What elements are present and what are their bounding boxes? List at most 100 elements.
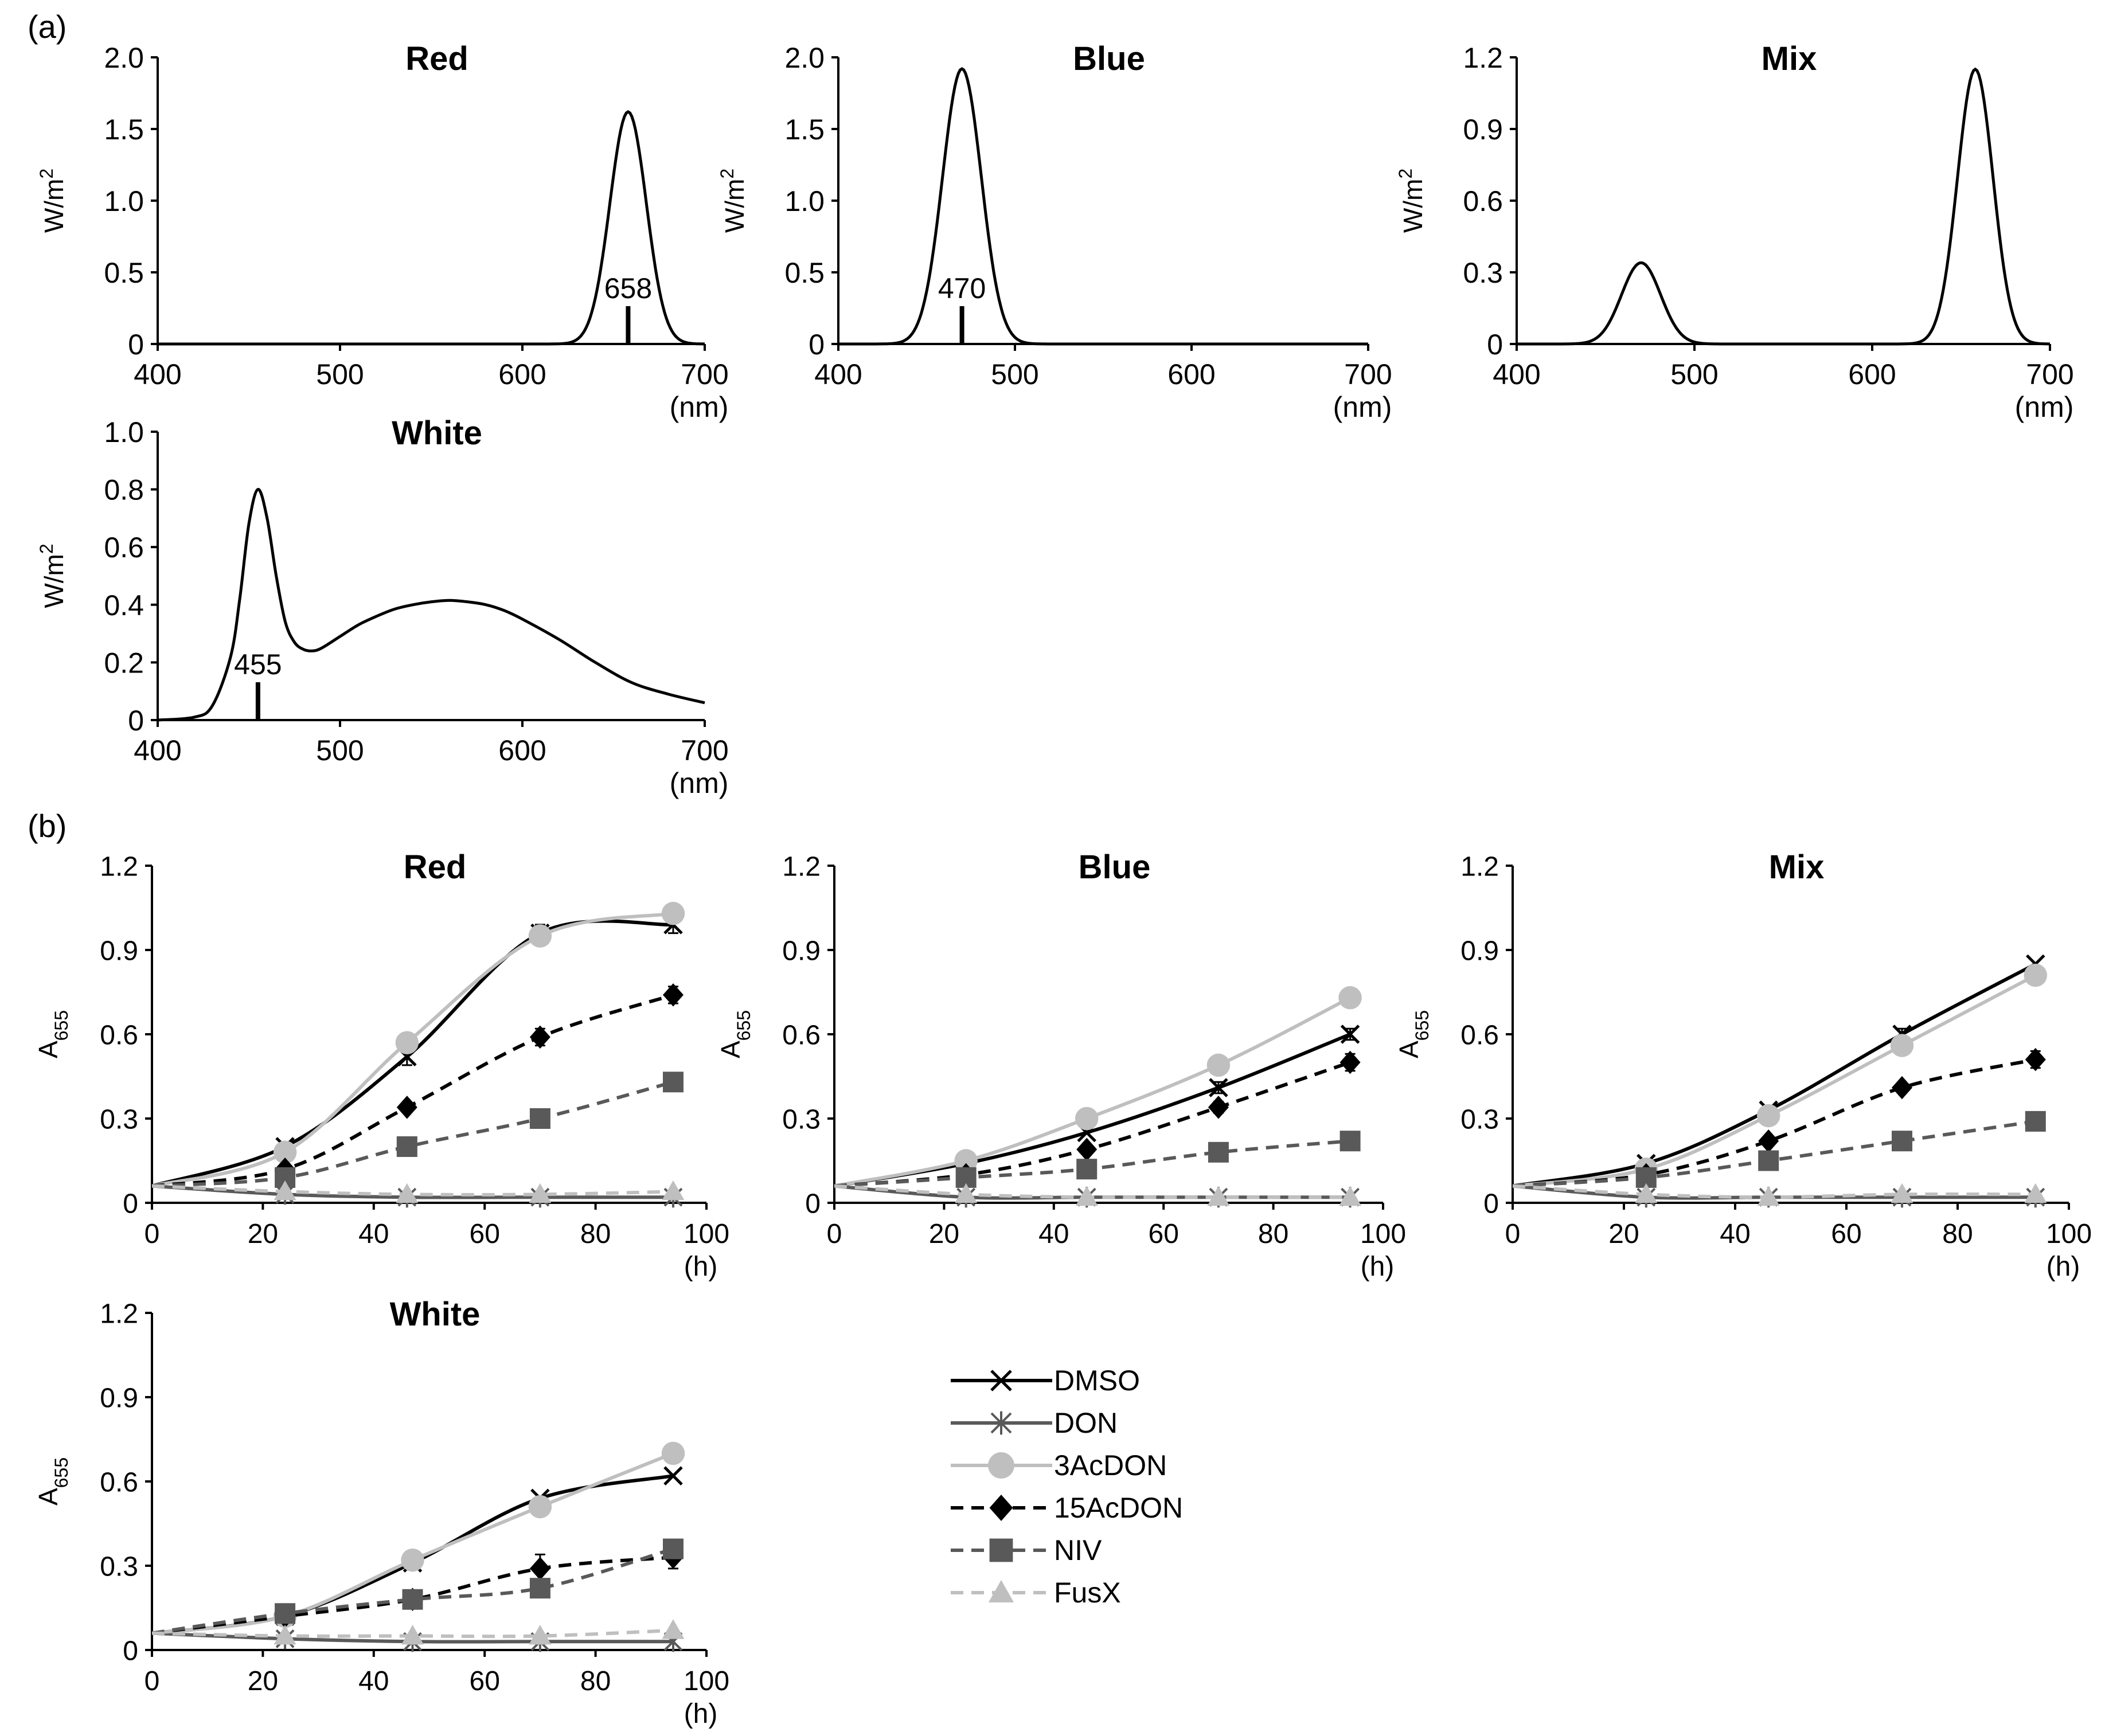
series-NIV xyxy=(151,1538,684,1635)
legend-label: FusX xyxy=(1054,1577,1121,1609)
y-axis-label: W/m2 xyxy=(36,169,69,233)
x-tick-label: 20 xyxy=(248,1219,278,1249)
x-tick-label: 600 xyxy=(1167,358,1215,390)
y-tick-label: 0.8 xyxy=(104,474,144,506)
chart-title: Red xyxy=(405,40,468,77)
x-tick-label: 100 xyxy=(684,1666,729,1696)
chart-title: Mix xyxy=(1762,40,1817,77)
legend-label: 15AcDON xyxy=(1054,1492,1183,1524)
x-tick-label: 100 xyxy=(1360,1219,1406,1249)
circle-marker xyxy=(2024,963,2048,987)
x-axis-unit: (nm) xyxy=(670,391,729,423)
y-tick-label: 0.3 xyxy=(1460,1104,1499,1135)
y-tick-label: 0.6 xyxy=(104,531,144,564)
series-line xyxy=(151,1628,674,1639)
y-tick-label: 0.6 xyxy=(100,1467,138,1498)
triangle-marker xyxy=(662,1180,685,1201)
y-axis-label: A655 xyxy=(1394,1010,1432,1058)
peak-label: 470 xyxy=(938,272,986,304)
square-marker xyxy=(1892,1131,1912,1152)
y-tick-label: 1.0 xyxy=(784,185,825,217)
x-axis-unit: (h) xyxy=(684,1252,718,1282)
diamond-marker xyxy=(529,1025,550,1049)
series-FusX xyxy=(151,1180,685,1203)
triangle-marker xyxy=(988,1579,1014,1602)
y-tick-label: 0 xyxy=(128,329,144,361)
circle-marker xyxy=(1338,986,1362,1010)
spec-red-chart: 0 0.5 1.0 1.5 2.0 400 500 600 700(nm) Red W/m2 658 xyxy=(36,40,729,423)
square-marker xyxy=(1208,1141,1229,1163)
x-axis-unit: (h) xyxy=(1361,1252,1395,1282)
y-tick-label: 0.4 xyxy=(104,589,144,621)
y-tick-label: 0 xyxy=(1483,1188,1499,1219)
legend-entry-3AcDON: 3AcDON xyxy=(951,1449,1167,1481)
spec-white-chart: 0 0.2 0.4 0.6 0.8 1.0 400 500 600 700(nm) White W/m… xyxy=(36,415,729,799)
series-line xyxy=(151,1547,674,1635)
x-tick-label: 400 xyxy=(134,734,181,767)
y-tick-label: 0.5 xyxy=(104,257,144,289)
spectrum-line xyxy=(157,488,705,722)
x-tick-label: 40 xyxy=(358,1666,389,1696)
y-tick-label: 2.0 xyxy=(784,42,825,74)
x-tick-label: 60 xyxy=(1149,1219,1179,1249)
series-FusX xyxy=(1512,1183,2047,1206)
spec-blue-chart: 0 0.5 1.0 1.5 2.0 400 500 600 700(nm) Blue W/m2 470 xyxy=(717,40,1392,423)
y-axis-label: A655 xyxy=(33,1457,72,1506)
x-axis-unit: (nm) xyxy=(670,767,729,799)
square-marker xyxy=(396,1136,417,1157)
triangle-marker xyxy=(274,1625,296,1645)
growth-red-chart: 0 0.3 0.6 0.9 1.2 0 20 40 60 80 100(h) Red A655 xyxy=(33,849,729,1282)
y-tick-label: 2.0 xyxy=(104,42,144,74)
legend-entry-15AcDON: 15AcDON xyxy=(951,1492,1183,1524)
y-tick-label: 0.9 xyxy=(1463,114,1503,146)
x-marker xyxy=(1340,1025,1360,1044)
series-15AcDON xyxy=(151,983,684,1188)
y-axis-label: A655 xyxy=(716,1010,754,1058)
x-tick-label: 600 xyxy=(498,734,546,767)
circle-marker xyxy=(1075,1106,1099,1131)
legend-label: DMSO xyxy=(1054,1364,1140,1397)
y-tick-label: 0.5 xyxy=(784,257,825,289)
square-marker xyxy=(529,1578,550,1599)
legend-entry-DMSO: DMSO xyxy=(951,1364,1140,1397)
x-tick-label: 0 xyxy=(1505,1219,1521,1249)
x-axis-unit: (h) xyxy=(2047,1252,2080,1282)
x-tick-label: 100 xyxy=(684,1219,729,1249)
x-tick-label: 20 xyxy=(929,1219,959,1249)
circle-marker xyxy=(1206,1053,1231,1077)
series-FusX xyxy=(151,1619,685,1645)
triangle-marker xyxy=(529,1183,552,1203)
spectrum-line xyxy=(838,67,1368,346)
spectrum-line xyxy=(1517,67,2050,346)
y-tick-label: 0.3 xyxy=(100,1104,138,1135)
y-tick-label: 0.6 xyxy=(1460,1020,1499,1050)
x-tick-label: 0 xyxy=(827,1219,842,1249)
square-marker xyxy=(275,1603,296,1624)
y-tick-label: 0.6 xyxy=(782,1020,821,1050)
spectrum-line xyxy=(158,110,705,346)
x-tick-label: 500 xyxy=(316,734,364,767)
y-tick-label: 0.9 xyxy=(100,936,138,966)
triangle-marker xyxy=(401,1625,424,1645)
chart-title: Blue xyxy=(1079,849,1151,886)
y-tick-label: 1.0 xyxy=(104,416,144,448)
diamond-marker xyxy=(396,1096,417,1119)
square-marker xyxy=(529,1108,550,1129)
x-tick-label: 400 xyxy=(1493,358,1540,390)
circle-marker xyxy=(954,1149,978,1172)
x-tick-label: 80 xyxy=(580,1219,611,1249)
x-tick-label: 600 xyxy=(498,358,546,390)
growth-mix-chart: 0 0.3 0.6 0.9 1.2 0 20 40 60 80 100(h) Mix A655 xyxy=(1394,849,2092,1282)
circle-marker xyxy=(273,1140,297,1164)
x-tick-label: 700 xyxy=(2026,358,2073,390)
x-tick-label: 500 xyxy=(991,358,1038,390)
y-tick-label: 0 xyxy=(1487,329,1503,361)
series-DON xyxy=(151,1184,683,1208)
circle-marker xyxy=(1756,1104,1780,1128)
circle-marker xyxy=(528,1495,552,1519)
triangle-marker xyxy=(274,1180,296,1201)
triangle-marker xyxy=(1891,1183,1913,1203)
legend-entry-NIV: NIV xyxy=(951,1534,1102,1566)
x-tick-label: 400 xyxy=(814,358,862,390)
square-marker xyxy=(1076,1159,1098,1180)
